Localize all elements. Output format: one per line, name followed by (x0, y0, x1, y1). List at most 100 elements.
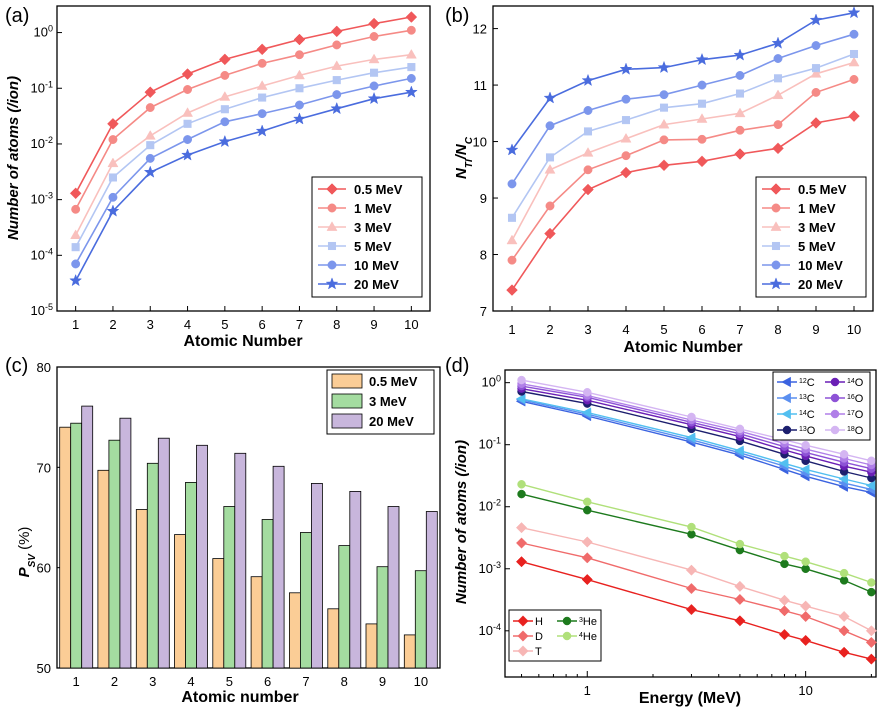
d-point (687, 412, 696, 422)
d-legend-bottom-el: He (583, 631, 597, 643)
a-ytick-base: 10 (31, 136, 45, 151)
a-point (407, 63, 416, 72)
d-point (800, 610, 812, 623)
d-point (839, 450, 849, 459)
d-ytick-base: 10 (482, 375, 496, 390)
a-legend-marker (327, 203, 337, 213)
a-point (256, 43, 268, 56)
b-point (658, 118, 670, 129)
d-point (734, 593, 746, 606)
d-legend-bottom-marker (517, 645, 529, 657)
b-legend-label: 20 MeV (798, 277, 843, 292)
d-legend-top-el: O (855, 393, 864, 405)
a-ytick-exp: -1 (45, 79, 53, 89)
a-point (145, 103, 155, 113)
a-ytick-exp: -5 (45, 302, 53, 312)
a-legend-marker (325, 277, 339, 290)
d-legend-top-el: C (807, 393, 815, 405)
d-point (581, 536, 593, 548)
d-point (778, 628, 791, 641)
d-point (867, 578, 876, 587)
d-point (687, 522, 696, 532)
b-point (581, 73, 595, 87)
a-series-line-2 (74, 53, 412, 236)
a-point (406, 73, 416, 83)
c-bar-2 (196, 444, 208, 669)
panel-d-xlabel: Energy (MeV) (639, 690, 741, 707)
a-point (219, 53, 231, 66)
a-point (406, 25, 416, 35)
c-xtick-label: 1 (73, 674, 80, 689)
d-point (800, 634, 812, 646)
c-xtick-label: 10 (414, 674, 428, 689)
d-point (867, 587, 876, 597)
b-point (659, 135, 669, 145)
d-point (734, 580, 746, 592)
b-series-line-3 (511, 53, 855, 219)
c-bar-2 (157, 437, 170, 669)
d-point (515, 556, 528, 568)
d-legend-top-marker (782, 425, 792, 435)
a-ytick-exp: -4 (45, 246, 53, 256)
d-point (581, 552, 593, 564)
b-point (657, 60, 671, 74)
a-point (219, 91, 231, 101)
d-point (735, 539, 745, 549)
a-point (71, 243, 80, 252)
b-point (583, 127, 593, 136)
b-point (659, 103, 669, 112)
b-xtick-label: 5 (660, 322, 667, 337)
b-ytick-label: 10 (473, 135, 487, 150)
b-xtick-label: 3 (584, 322, 591, 337)
b-legend-box (755, 176, 867, 298)
d-ytick-base: 10 (479, 499, 493, 514)
b-point (733, 48, 747, 61)
d-point (517, 489, 526, 499)
d-legend-top-marker (830, 409, 840, 419)
a-point (258, 93, 267, 102)
c-bar-0 (59, 426, 72, 669)
panel-b-ylabel: NTI/NC (453, 136, 475, 179)
a-legend-label: 0.5 MeV (354, 182, 403, 197)
d-legend-top-el: C (807, 409, 815, 421)
b-xtick-label: 8 (774, 322, 781, 337)
d-point (685, 604, 698, 616)
b-point (734, 148, 746, 160)
b-point (583, 165, 593, 175)
b-point (621, 151, 631, 161)
d-legend-top-marker (781, 392, 791, 404)
c-bar-1 (185, 481, 197, 669)
d-legend-bottom-label: D (535, 631, 543, 643)
a-point (69, 187, 82, 200)
a-point (183, 85, 193, 94)
a-legend-marker (327, 241, 337, 251)
a-point (295, 100, 304, 110)
c-legend-label: 20 MeV (369, 414, 414, 429)
panel-d-frame (504, 369, 877, 678)
b-point (545, 121, 555, 131)
d-legend-top-label: 14C (799, 409, 815, 421)
d-legend-top-sup: 14 (799, 410, 807, 417)
a-ytick-label: 10-3 (31, 191, 53, 207)
b-point (696, 113, 708, 123)
b-ytick-label: 11 (474, 78, 488, 93)
b-point (507, 179, 517, 189)
panel-b-ylabel-sub2: C (464, 136, 475, 144)
b-ytick-label: 9 (480, 191, 487, 206)
a-legend-label: 20 MeV (354, 277, 399, 292)
c-legend-label: 3 MeV (369, 394, 407, 409)
d-legend-top-sup: 17 (847, 410, 855, 417)
panel-c-ylabel: PSV (%) (16, 527, 38, 578)
d-legend-top-sup: 18 (847, 426, 855, 433)
d-ytick-label: 10-2 (479, 498, 501, 514)
d-point (778, 594, 791, 606)
d-point (517, 375, 526, 385)
panel-d-label: (d) (445, 355, 469, 377)
d-point (685, 564, 698, 576)
b-series-line-0 (511, 115, 855, 291)
d-ytick-exp: -1 (493, 436, 501, 446)
a-ytick-label: 10-1 (31, 79, 53, 95)
b-series-line-5 (511, 12, 855, 151)
d-point (517, 480, 526, 489)
